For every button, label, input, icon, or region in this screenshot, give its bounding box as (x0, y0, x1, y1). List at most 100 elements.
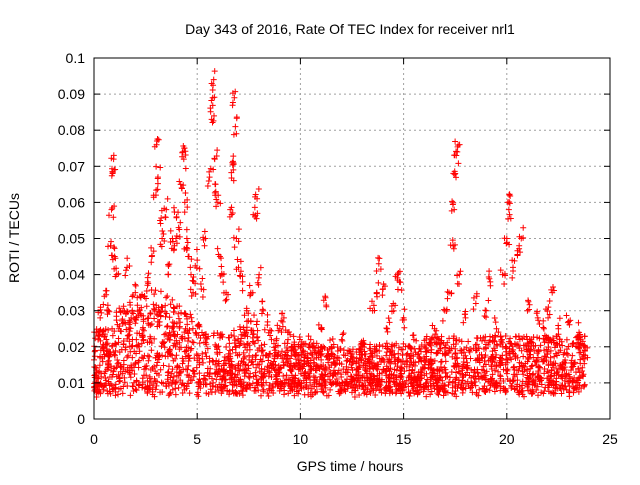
data-point (487, 337, 494, 344)
data-point (97, 326, 104, 333)
data-point (471, 366, 478, 373)
data-point (97, 354, 104, 361)
data-point (380, 366, 387, 373)
data-point (489, 371, 496, 378)
data-point (388, 302, 395, 309)
data-point (293, 360, 300, 367)
data-point (399, 387, 406, 394)
data-point (258, 392, 265, 399)
data-point (535, 373, 542, 380)
data-point (127, 325, 134, 332)
data-point (473, 389, 480, 396)
data-point (166, 314, 173, 321)
data-point (451, 383, 458, 390)
data-point (103, 287, 110, 294)
data-point (509, 274, 516, 281)
data-point (462, 380, 469, 387)
data-point (112, 347, 119, 354)
data-point (558, 382, 565, 389)
data-point (143, 303, 150, 310)
data-point (422, 380, 429, 387)
data-point (473, 293, 480, 300)
data-point (139, 326, 146, 333)
data-point (302, 368, 309, 375)
data-point (395, 357, 402, 364)
data-point (553, 340, 560, 347)
data-point (109, 204, 116, 211)
data-point (520, 353, 527, 360)
data-point (264, 311, 271, 318)
data-point (413, 381, 420, 388)
data-point (253, 215, 260, 222)
data-point (223, 296, 230, 303)
data-point (191, 370, 198, 377)
data-point (265, 385, 272, 392)
data-point (534, 383, 541, 390)
data-point (504, 376, 511, 383)
data-point (479, 374, 486, 381)
data-point (423, 336, 430, 343)
data-point (215, 192, 222, 199)
data-point (120, 319, 127, 326)
data-point (553, 375, 560, 382)
data-point (367, 341, 374, 348)
data-point (112, 381, 119, 388)
data-point (144, 274, 151, 281)
data-point (513, 383, 520, 390)
data-point (115, 385, 122, 392)
data-point (325, 392, 332, 399)
data-point (268, 365, 275, 372)
data-point (502, 348, 509, 355)
data-point (429, 373, 436, 380)
data-point (104, 340, 111, 347)
data-point (261, 372, 268, 379)
data-point (524, 383, 531, 390)
data-point (487, 382, 494, 389)
data-point (189, 325, 196, 332)
data-point (181, 386, 188, 393)
data-point-peak (105, 307, 112, 314)
data-point (567, 367, 574, 374)
data-point (497, 355, 504, 362)
data-point (418, 386, 425, 393)
data-point (211, 68, 218, 75)
data-point (184, 196, 191, 203)
data-point (315, 363, 322, 370)
data-point (223, 343, 230, 350)
data-point (423, 353, 430, 360)
data-point (281, 340, 288, 347)
data-point (178, 335, 185, 342)
data-point (506, 191, 513, 198)
data-point (477, 334, 484, 341)
data-point (291, 392, 298, 399)
data-point (95, 333, 102, 340)
data-point-peak (565, 318, 572, 325)
data-point (217, 272, 224, 279)
data-point (422, 348, 429, 355)
data-point (162, 302, 169, 309)
data-point (519, 364, 526, 371)
data-point (510, 346, 517, 353)
data-point-peak (210, 76, 217, 83)
data-point (435, 391, 442, 398)
data-point (125, 352, 132, 359)
data-point (166, 329, 173, 336)
data-point (303, 379, 310, 386)
data-point (476, 386, 483, 393)
data-point (296, 336, 303, 343)
data-point (437, 359, 444, 366)
data-point (558, 363, 565, 370)
data-point (186, 327, 193, 334)
data-point (411, 345, 418, 352)
data-point (112, 273, 119, 280)
data-point (297, 364, 304, 371)
data-point (184, 338, 191, 345)
data-point (188, 256, 195, 263)
data-point (305, 360, 312, 367)
data-point (196, 376, 203, 383)
data-point (202, 349, 209, 356)
data-point (147, 310, 154, 317)
data-point (524, 340, 531, 347)
data-point (519, 378, 526, 385)
data-point (456, 141, 463, 148)
